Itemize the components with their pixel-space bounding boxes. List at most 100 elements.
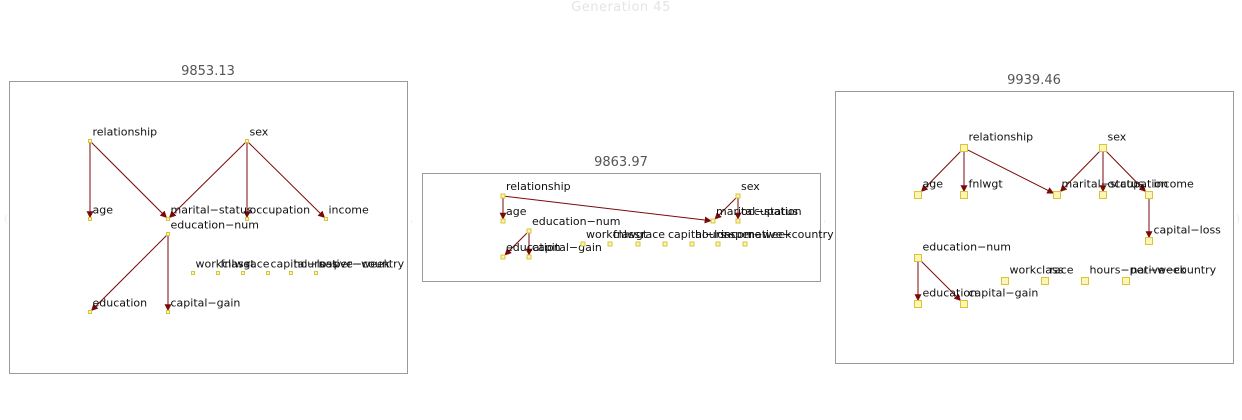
panel-1-graph: relationship sex age marital−statusoccupati… — [86, 126, 405, 314]
node-label-income: income — [329, 204, 370, 217]
node-sex — [735, 193, 741, 199]
node-race — [635, 241, 641, 247]
node-hours-per-week — [289, 271, 293, 275]
node-label-education-num: education−num — [171, 219, 259, 232]
edge-education-num-to-education — [91, 235, 167, 311]
node-label-relationship: relationship — [93, 126, 158, 139]
node-label-fnlwgt: fnlwgt — [221, 258, 256, 271]
node-native-country — [314, 271, 318, 275]
node-label-marital-status: marital−status — [1062, 178, 1144, 191]
node-income — [1145, 191, 1153, 199]
edge-education-num-to-education — [504, 232, 528, 256]
node-education-num — [166, 232, 170, 236]
node-label-education: education — [506, 241, 561, 254]
node-label-age: age — [93, 204, 114, 217]
node-label-sex: sex — [741, 180, 760, 193]
node-label-education: education — [923, 287, 978, 300]
node-label-income: income — [721, 228, 762, 241]
panel-2-graph: relationship sex age marital−statusoccupati… — [499, 180, 834, 260]
node-capital-loss — [1145, 237, 1153, 245]
node-workclass — [580, 241, 586, 247]
panel-3-graph: relationship sex age fnlwgt marital−statusoc… — [914, 131, 1222, 308]
node-occupation — [735, 218, 741, 224]
node-income — [715, 241, 721, 247]
node-label-native-country: native−country — [1131, 264, 1217, 277]
node-hours-per-week — [689, 241, 695, 247]
node-capital-gain — [166, 310, 170, 314]
panel-2-frame — [422, 173, 821, 282]
node-label-occupation: occupation — [741, 205, 802, 218]
node-label-marital-status: marital−status — [171, 204, 253, 217]
node-sex — [1099, 144, 1107, 152]
separator-mark: , — [823, 214, 826, 225]
node-label-occupation: occupation — [250, 204, 311, 217]
node-label-race: race — [1050, 264, 1074, 277]
node-label-income: income — [1154, 178, 1195, 191]
node-race — [1041, 277, 1049, 285]
separator-mark: ) — [1236, 214, 1240, 225]
separator-mark: , — [410, 214, 413, 225]
node-sex — [245, 139, 249, 143]
edge-sex-to-marital-status — [1059, 151, 1100, 193]
edge-relationship-to-age — [920, 151, 961, 193]
node-native-country — [1122, 277, 1130, 285]
edge-sex-to-income — [248, 142, 325, 219]
separator-mark: ( — [4, 214, 8, 225]
node-label-fnlwgt: fnlwgt — [969, 178, 1004, 191]
node-native-country — [742, 241, 748, 247]
node-label-education: education — [93, 297, 148, 310]
panel-3-score: 9939.46 — [1007, 73, 1061, 88]
node-marital-status — [166, 217, 170, 221]
node-occupation — [245, 217, 249, 221]
panel-2-score: 9863.97 — [594, 155, 648, 170]
edge-relationship-to-marital-status — [967, 149, 1055, 194]
node-label-native-country: native−country — [319, 258, 405, 271]
node-label-capital-gain: capital−gain — [532, 241, 602, 254]
node-age — [500, 218, 506, 224]
node-label-workclass: workclass — [586, 228, 640, 241]
panel-3-frame — [835, 91, 1234, 364]
node-label-occupation: occupation — [1108, 178, 1169, 191]
node-label-hours-per-week: hours−per−week — [695, 228, 792, 241]
node-hours-per-week — [1081, 277, 1089, 285]
node-capital-gain — [526, 254, 532, 260]
node-label-capital-loss: capital−loss — [1154, 224, 1222, 237]
node-fnlwgt — [216, 271, 220, 275]
node-label-age: age — [506, 205, 527, 218]
node-education — [88, 310, 92, 314]
node-label-sex: sex — [250, 126, 269, 139]
node-fnlwgt — [960, 191, 968, 199]
node-workclass — [1001, 277, 1009, 285]
node-capital-loss — [266, 271, 270, 275]
node-capital-loss — [662, 241, 668, 247]
node-fnlwgt — [607, 241, 613, 247]
node-education — [914, 300, 922, 308]
edge-sex-to-marital-status — [714, 197, 737, 220]
node-label-native-country: native−country — [748, 228, 834, 241]
node-label-fnlwgt: fnlwgt — [613, 228, 648, 241]
node-label-relationship: relationship — [969, 131, 1034, 144]
node-label-capital-loss: capital−loss — [271, 258, 339, 271]
node-income — [324, 217, 328, 221]
node-education-num — [914, 254, 922, 262]
node-occupation — [1099, 191, 1107, 199]
edge-sex-to-marital-status — [169, 142, 246, 219]
node-marital-status — [710, 218, 716, 224]
node-label-education-num: education−num — [532, 215, 620, 228]
node-relationship — [500, 193, 506, 199]
node-label-workclass: workclass — [196, 258, 250, 271]
node-race — [241, 271, 245, 275]
node-education — [500, 254, 506, 260]
node-label-marital-status: marital−status — [716, 205, 798, 218]
node-workclass — [191, 271, 195, 275]
node-relationship — [88, 139, 92, 143]
generation-title: Generation 45 — [571, 0, 671, 15]
edge-education-num-to-capital-gain — [921, 261, 961, 301]
node-age — [914, 191, 922, 199]
node-label-hours-per-week: hours−per−week — [294, 258, 391, 271]
node-label-education-num: education−num — [923, 241, 1011, 254]
edge-relationship-to-marital-status — [504, 195, 712, 224]
node-label-capital-loss: capital−loss — [668, 228, 736, 241]
node-label-sex: sex — [1108, 131, 1127, 144]
node-label-race: race — [641, 228, 665, 241]
